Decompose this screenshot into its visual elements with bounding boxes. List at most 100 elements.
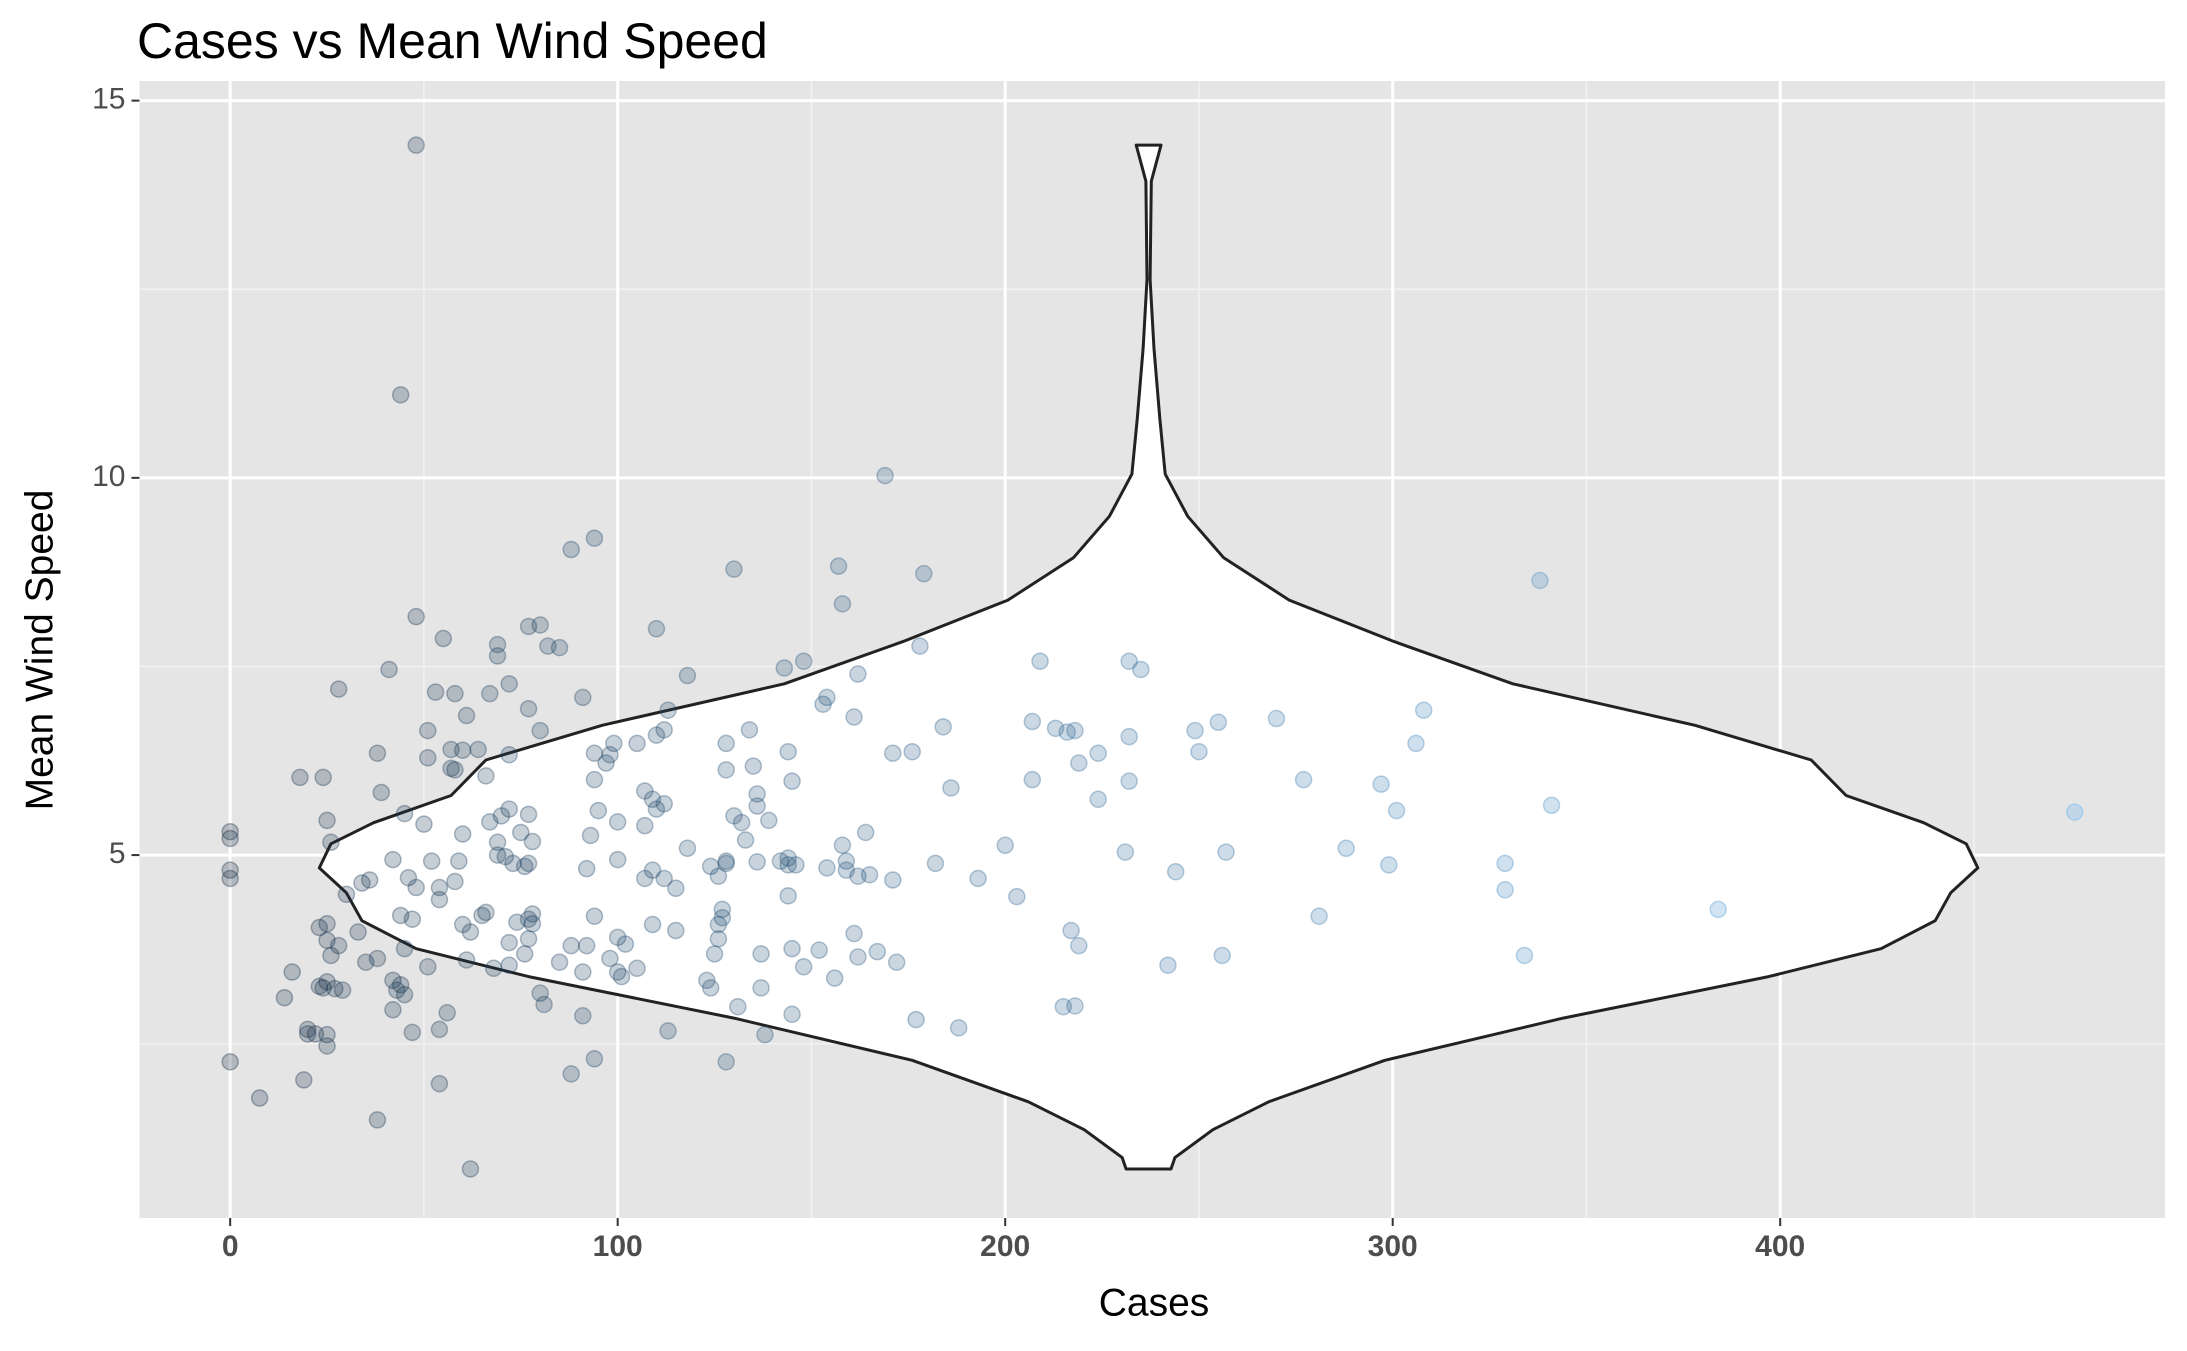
point xyxy=(605,734,623,753)
point xyxy=(368,744,387,762)
point xyxy=(295,1071,313,1089)
point xyxy=(500,800,518,818)
point xyxy=(659,701,677,719)
point xyxy=(434,629,453,648)
point xyxy=(523,915,542,933)
point xyxy=(868,942,887,961)
point xyxy=(616,935,635,953)
point xyxy=(810,941,828,959)
point xyxy=(488,647,507,665)
point xyxy=(453,825,472,843)
point xyxy=(298,1025,317,1043)
point xyxy=(368,1111,387,1129)
point xyxy=(519,910,538,928)
point xyxy=(1166,862,1185,881)
point xyxy=(1132,660,1150,679)
point xyxy=(519,930,538,948)
point xyxy=(647,726,666,744)
point xyxy=(608,928,627,947)
point xyxy=(678,839,697,858)
point xyxy=(535,995,553,1014)
point xyxy=(446,761,464,779)
point xyxy=(1496,854,1514,873)
point xyxy=(1116,843,1135,861)
point xyxy=(488,833,507,852)
point xyxy=(907,1010,925,1029)
point xyxy=(1542,796,1561,815)
point xyxy=(384,971,402,990)
point xyxy=(585,770,604,789)
point xyxy=(744,757,763,775)
point xyxy=(701,857,720,876)
point xyxy=(884,744,902,762)
point xyxy=(748,853,766,871)
point xyxy=(996,836,1014,855)
point xyxy=(732,813,751,832)
point xyxy=(969,869,987,888)
point xyxy=(391,386,410,404)
point xyxy=(643,915,662,934)
point xyxy=(833,595,852,613)
point xyxy=(740,721,759,739)
y-tick-label: 10 xyxy=(92,460,125,493)
point xyxy=(446,684,464,703)
point xyxy=(1023,770,1042,789)
point xyxy=(519,854,538,873)
point xyxy=(1294,770,1313,789)
point xyxy=(391,976,410,994)
point xyxy=(884,871,902,889)
point xyxy=(349,923,367,941)
point xyxy=(523,832,542,851)
point xyxy=(926,854,945,873)
point xyxy=(512,823,530,842)
point xyxy=(608,850,627,869)
point xyxy=(1310,907,1328,925)
point xyxy=(562,540,580,559)
point xyxy=(419,749,437,767)
point xyxy=(1089,790,1107,809)
point xyxy=(353,874,371,892)
point xyxy=(221,869,239,888)
point xyxy=(585,744,604,762)
point xyxy=(446,872,464,891)
point xyxy=(659,1022,677,1040)
point xyxy=(380,660,398,679)
point xyxy=(1089,744,1107,762)
point xyxy=(643,790,662,809)
point xyxy=(655,795,673,813)
point xyxy=(395,804,414,823)
point xyxy=(360,871,379,889)
point xyxy=(876,466,894,485)
point xyxy=(407,878,425,897)
point xyxy=(430,878,449,897)
point xyxy=(729,997,747,1016)
point xyxy=(1267,709,1286,728)
point xyxy=(492,807,511,825)
point xyxy=(496,847,515,866)
point xyxy=(701,979,720,997)
point xyxy=(388,981,406,999)
point xyxy=(814,695,832,713)
point xyxy=(601,745,619,764)
point xyxy=(949,1019,968,1037)
point xyxy=(709,930,728,948)
point xyxy=(752,945,770,963)
point xyxy=(601,949,619,968)
point xyxy=(628,734,646,753)
point xyxy=(318,915,336,933)
point xyxy=(667,879,685,898)
point xyxy=(473,906,491,925)
point xyxy=(457,706,476,725)
point xyxy=(314,768,332,787)
point xyxy=(698,971,716,990)
point xyxy=(845,924,863,943)
point xyxy=(818,688,836,707)
point xyxy=(419,721,437,740)
point xyxy=(438,1004,456,1022)
point xyxy=(574,1007,592,1025)
point xyxy=(705,945,724,963)
point xyxy=(337,885,356,904)
point xyxy=(1372,775,1390,793)
point xyxy=(849,948,867,966)
